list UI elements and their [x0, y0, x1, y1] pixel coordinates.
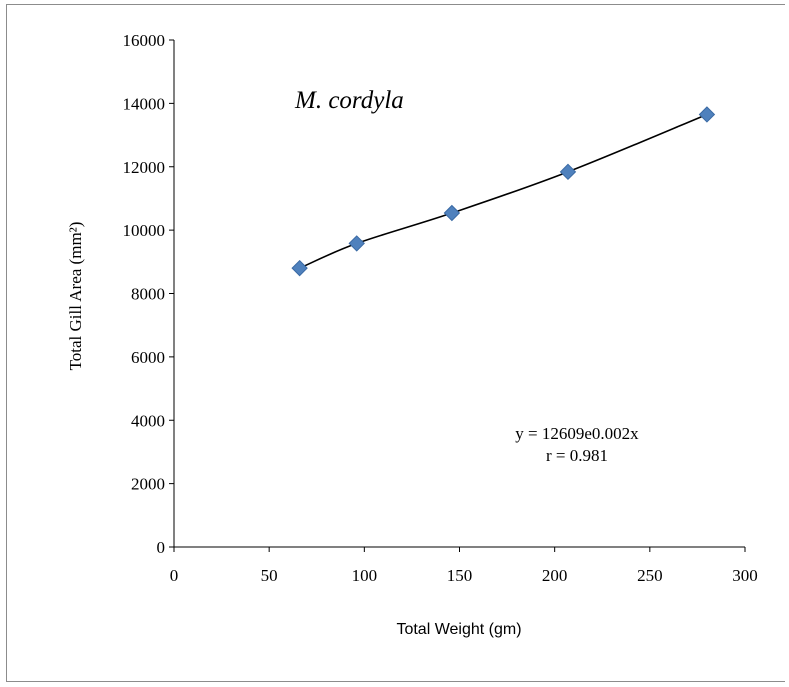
x-tick-label: 200: [542, 566, 568, 585]
y-tick-label: 12000: [123, 158, 166, 177]
data-points: [291, 106, 716, 277]
y-axis-title: Total Gill Area (mm²): [66, 222, 85, 371]
x-ticks: 0 50 100 150 200 250 300: [170, 547, 758, 585]
data-point: [348, 235, 365, 252]
y-tick-label: 6000: [131, 348, 165, 367]
y-tick-label: 4000: [131, 411, 165, 430]
y-ticks: 0 2000 4000 6000 8000 10000 12000 14000 16000: [123, 31, 174, 557]
y-tick-label: 8000: [131, 285, 165, 304]
y-tick-label: 0: [157, 538, 166, 557]
r-label: r = 0.981: [546, 446, 608, 465]
y-tick-label: 14000: [123, 94, 166, 113]
x-tick-label: 100: [352, 566, 378, 585]
x-tick-label: 0: [170, 566, 179, 585]
y-tick-label: 10000: [123, 221, 166, 240]
data-point: [559, 163, 577, 181]
axes: [173, 40, 745, 548]
equation-label: y = 12609e0.002x: [515, 424, 639, 443]
chart-title: M. cordyla: [294, 87, 404, 114]
x-axis-title: Total Weight (gm): [396, 621, 521, 638]
x-tick-label: 50: [261, 566, 278, 585]
y-tick-label: 16000: [123, 31, 166, 50]
chart-frame: [6, 4, 785, 682]
data-point: [291, 259, 308, 277]
data-point: [698, 106, 716, 123]
x-tick-label: 150: [447, 566, 473, 585]
data-point: [443, 204, 461, 222]
y-tick-label: 2000: [131, 475, 165, 494]
x-tick-label: 300: [732, 566, 758, 585]
x-tick-label: 250: [637, 566, 663, 585]
